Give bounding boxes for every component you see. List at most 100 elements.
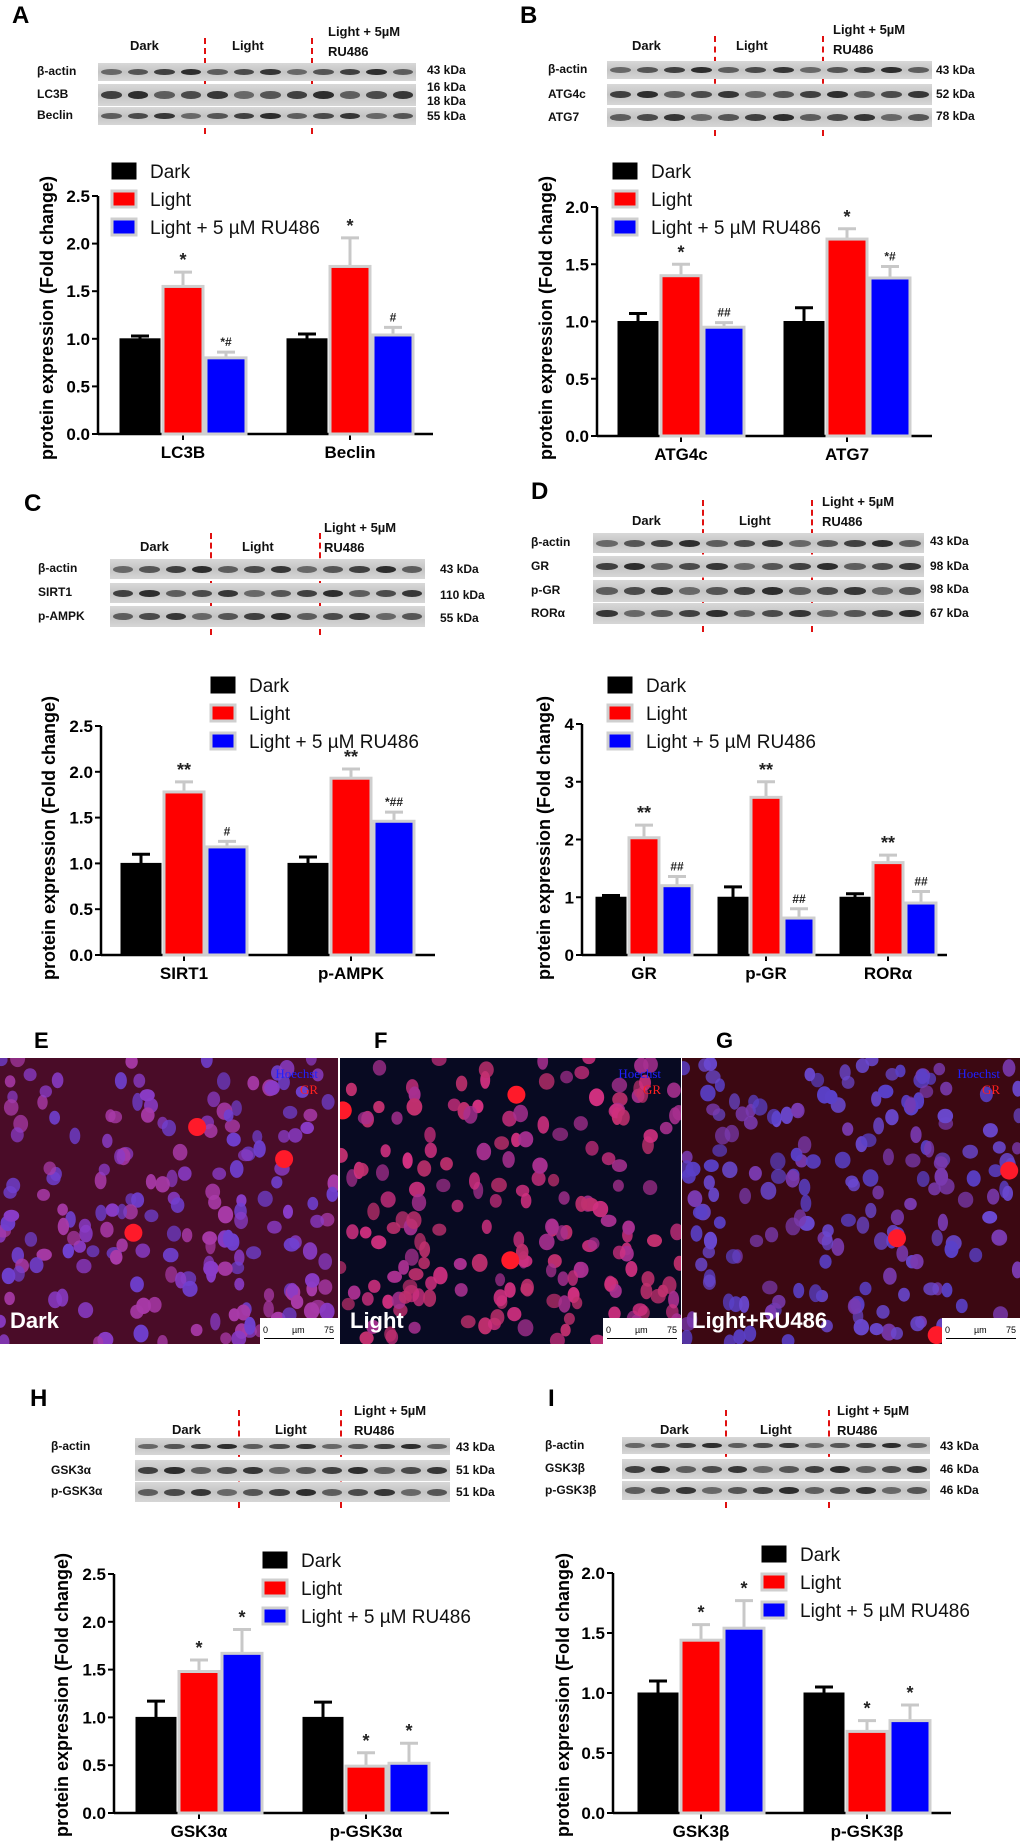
nucleus [217, 1206, 234, 1224]
scale-bar: 0 µm 75 [942, 1318, 1020, 1344]
molecular-weight-label: 98 kDa [930, 559, 969, 573]
protein-band [323, 589, 344, 597]
x-category-label: GSK3α [171, 1822, 228, 1841]
nucleus [231, 1100, 242, 1116]
protein-band [286, 112, 307, 120]
nucleus [417, 1160, 432, 1177]
nucleus [494, 1136, 509, 1150]
legend-label: Dark [651, 162, 692, 183]
protein-band [392, 68, 413, 76]
nucleus [706, 1103, 720, 1116]
legend-swatch [110, 217, 138, 237]
y-axis-label: protein expression (Fold change) [52, 1553, 72, 1837]
protein-band [899, 609, 921, 618]
nucleus [574, 1066, 590, 1080]
nucleus [391, 1111, 403, 1125]
nucleus [937, 1213, 948, 1231]
bar-light-5-m-ru486 [888, 1719, 932, 1815]
protein-band [295, 1466, 316, 1475]
nucleus [340, 1147, 348, 1163]
nucleus [937, 1108, 954, 1124]
protein-band [702, 1465, 722, 1473]
protein-band [426, 1466, 447, 1475]
nucleus [733, 1329, 746, 1344]
nucleus [380, 1191, 396, 1208]
channel-label-gr: GR [981, 1082, 1000, 1097]
nucleus [729, 1296, 743, 1313]
x-category-label: LC3B [161, 443, 205, 462]
blot-row-label: p-GR [531, 583, 561, 597]
nucleus [302, 1242, 318, 1260]
nucleus [411, 1193, 427, 1212]
y-tick-label: 2 [565, 831, 574, 850]
y-axis-label: protein expression (Fold change) [536, 176, 556, 460]
blot-row-label: GR [531, 558, 549, 573]
legend-swatch [261, 1606, 289, 1626]
nucleus [869, 1323, 884, 1336]
nucleus [4, 1291, 15, 1306]
protein-band [881, 1442, 902, 1449]
protein-band [243, 1466, 264, 1475]
nucleus [359, 1331, 374, 1344]
protein-band [101, 112, 122, 120]
x-category-label: ATG4c [654, 445, 708, 464]
nucleus [865, 1202, 877, 1219]
nucleus [62, 1243, 74, 1259]
nucleus [236, 1304, 251, 1321]
protein-band [339, 68, 360, 76]
y-tick-label: 2.0 [82, 1613, 106, 1632]
y-tick-label: 1.5 [69, 809, 93, 828]
nucleus [257, 1190, 273, 1207]
significance-marker: ** [881, 833, 895, 853]
nucleus [178, 1166, 192, 1181]
nucleus [859, 1281, 872, 1296]
protein-band [191, 565, 212, 573]
nucleus [804, 1067, 816, 1082]
scale-bar-unit: µm [974, 1325, 987, 1335]
nucleus [821, 1234, 834, 1251]
nucleus [703, 1159, 719, 1172]
protein-band [881, 1465, 902, 1473]
protein-band [816, 539, 839, 547]
nucleus [491, 1177, 507, 1193]
protein-band [323, 612, 344, 621]
nucleus [682, 1150, 693, 1164]
significance-marker: * [346, 216, 353, 236]
protein-band [401, 612, 422, 621]
nucleus [354, 1162, 369, 1177]
protein-band [789, 587, 811, 595]
nucleus [453, 1258, 467, 1270]
scale-bar-ruler [946, 1338, 1016, 1339]
nucleus [203, 1123, 218, 1138]
nucleus [639, 1074, 651, 1091]
nucleus [318, 1279, 333, 1295]
protein-band [830, 1487, 850, 1494]
nucleus [125, 1058, 138, 1069]
bar-chart-A: 0.0 0.5 1.0 1.5 2.0 2.5 protein expression (Fo… [37, 162, 433, 462]
bar-dark [783, 321, 825, 437]
nucleus [398, 1260, 409, 1275]
significance-marker: * [238, 1607, 245, 1627]
nucleus [502, 1110, 517, 1127]
nucleus [100, 1221, 114, 1238]
blot-row-label: p-GSK3β [545, 1482, 597, 1497]
nucleus [246, 1246, 262, 1260]
blot-group-label: Light + 5µM RU486 [354, 1403, 427, 1438]
y-axis-label: protein expression (Fold change) [39, 696, 59, 980]
protein-band [625, 1487, 645, 1494]
channel-label-hoechst: Hoechst [618, 1066, 661, 1081]
nucleus [944, 1240, 959, 1258]
nucleus [305, 1058, 317, 1066]
protein-band [244, 589, 265, 597]
blot-row-label: SIRT1 [38, 585, 73, 599]
nucleus [217, 1261, 233, 1276]
nucleus [805, 1154, 821, 1169]
y-tick-label: 1.0 [565, 313, 589, 332]
nucleus [86, 1245, 100, 1258]
y-tick-label: 1.0 [82, 1708, 106, 1727]
protein-band [880, 66, 902, 74]
significance-marker: ## [914, 874, 928, 888]
significance-marker: * [179, 250, 186, 270]
protein-band [733, 562, 756, 571]
nucleus [708, 1187, 720, 1202]
